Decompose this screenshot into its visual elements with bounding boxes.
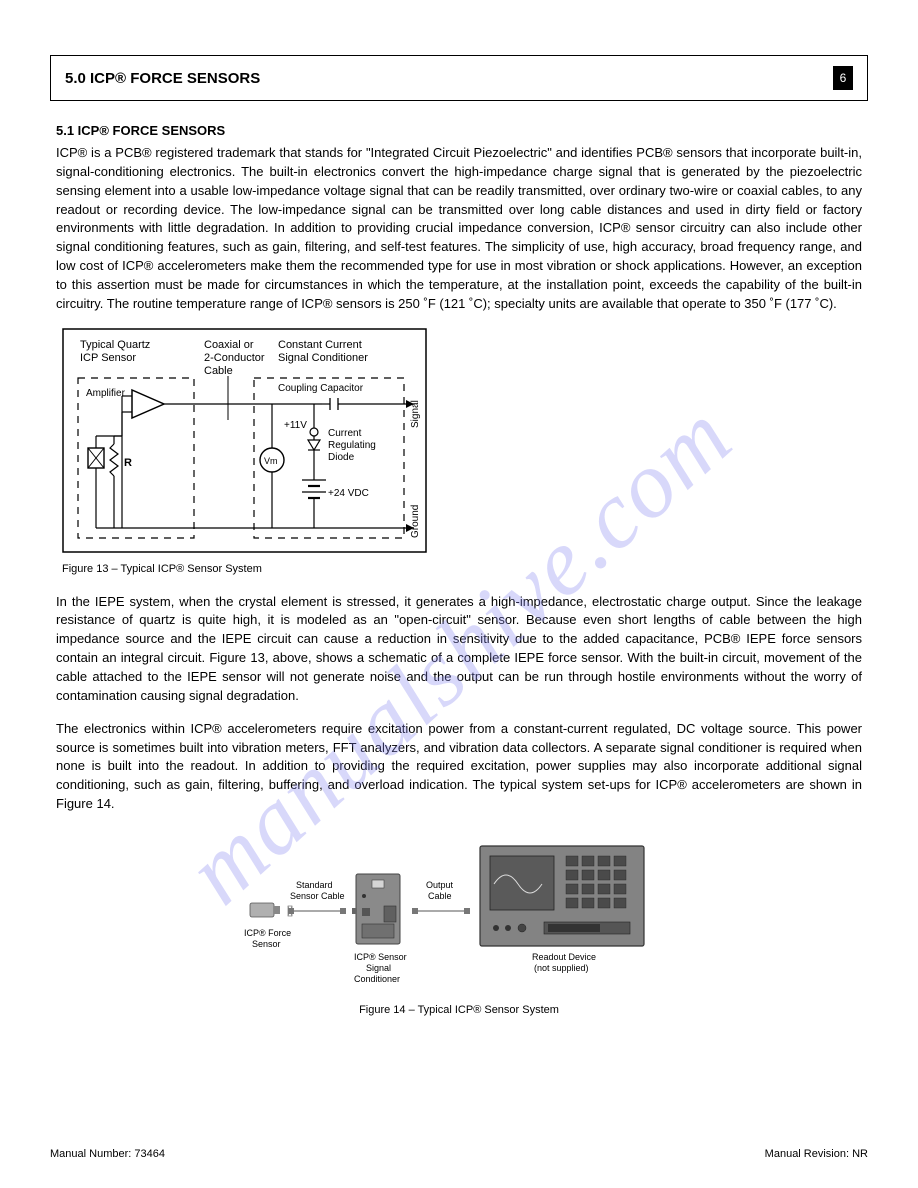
figure-1-caption: Figure 13 – Typical ICP® Sensor System [62, 563, 868, 575]
fig2-label-cable2b: Cable [428, 891, 452, 901]
fig1-label-2cond: 2-Conductor [204, 352, 265, 364]
fig1-label-current: Current [328, 428, 362, 439]
figure-1: Typical Quartz ICP Sensor Coaxial or 2-C… [62, 328, 868, 553]
paragraph-1: ICP® is a PCB® registered trademark that… [56, 144, 862, 314]
fig2-label-cond2: Signal [366, 963, 391, 973]
fig1-label-diode: Diode [328, 452, 355, 463]
footer: Manual Number: 73464 Manual Revision: NR [50, 1148, 868, 1160]
fig1-label-regulating: Regulating [328, 440, 376, 451]
figure-2: ICP® Force Sensor Standard Sensor Cable [50, 828, 868, 1016]
figure-2-svg: ICP® Force Sensor Standard Sensor Cable [244, 828, 674, 998]
fig1-label-24vdc: +24 VDC [328, 488, 369, 499]
fig1-label-const-current: Constant Current [278, 339, 362, 351]
title-box: 5.0 ICP® FORCE SENSORS 6 [50, 55, 868, 101]
paragraph-3: The electronics within ICP® acceleromete… [56, 720, 862, 814]
fig2-label-readout1: Readout Device [532, 952, 596, 962]
fig1-label-typical-quartz: Typical Quartz [80, 339, 150, 351]
fig1-label-11v: +11V [284, 420, 307, 431]
fig1-label-cable: Cable [204, 365, 233, 377]
fig1-label-coaxial: Coaxial or [204, 339, 254, 351]
fig2-label-cable1b: Sensor Cable [290, 891, 345, 901]
footer-right: Manual Revision: NR [765, 1148, 868, 1160]
page: manualshive.com 5.0 ICP® FORCE SENSORS 6… [0, 0, 918, 1188]
fig1-label-sig-cond: Signal Conditioner [278, 352, 368, 364]
footer-left: Manual Number: 73464 [50, 1148, 165, 1160]
fig2-label-cond3: Conditioner [354, 974, 400, 984]
subheading-5-1: 5.1 ICP® FORCE SENSORS [56, 123, 868, 138]
fig1-label-signal: Signal [410, 400, 421, 428]
figure-2-caption: Figure 14 – Typical ICP® Sensor System [50, 1004, 868, 1016]
fig2-label-readout2: (not supplied) [534, 963, 589, 973]
fig1-label-amplifier: Amplifier [86, 388, 126, 399]
fig2-label-cable1a: Standard [296, 880, 333, 890]
figure-1-svg: Typical Quartz ICP Sensor Coaxial or 2-C… [62, 328, 427, 553]
section-title: 5.0 ICP® FORCE SENSORS [65, 70, 260, 87]
fig1-label-ground: Ground [410, 504, 421, 537]
paragraph-2: In the IEPE system, when the crystal ele… [56, 593, 862, 706]
fig1-label-r: R [124, 457, 132, 469]
fig1-label-vm: Vm [264, 456, 278, 466]
fig2-label-sensor2: Sensor [252, 939, 281, 949]
fig1-label-coupling-cap: Coupling Capacitor [278, 383, 364, 394]
page-badge: 6 [833, 66, 853, 90]
fig2-label-sensor1: ICP® Force [244, 928, 291, 938]
fig2-label-cond1: ICP® Sensor [354, 952, 407, 962]
fig1-label-icp-sensor: ICP Sensor [80, 352, 136, 364]
fig2-label-cable2a: Output [426, 880, 454, 890]
